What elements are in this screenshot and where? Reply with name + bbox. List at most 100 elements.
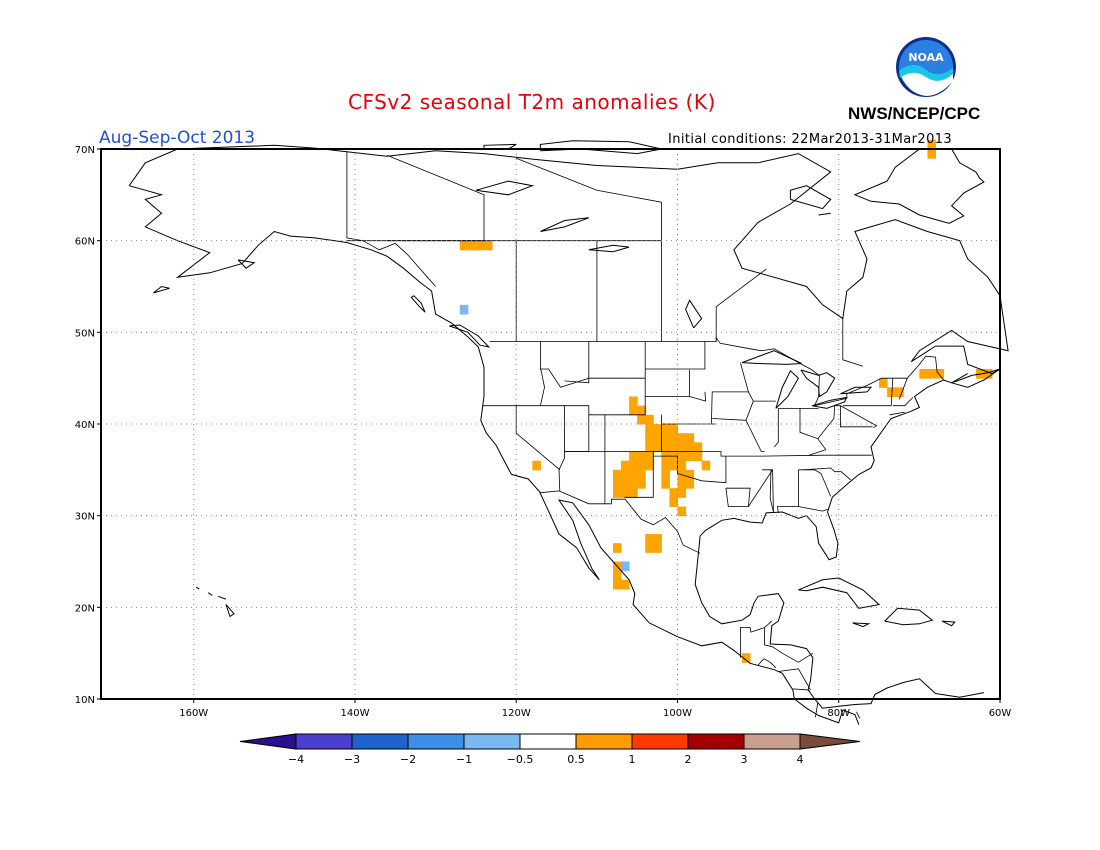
warm-anomaly-cell xyxy=(645,460,654,471)
warm-anomaly-cell xyxy=(645,451,654,462)
border-segment xyxy=(798,469,832,497)
border-segment xyxy=(777,469,799,513)
border-segment xyxy=(564,378,590,384)
longitude-label: 160W xyxy=(179,708,208,719)
warm-anomaly-cell xyxy=(677,460,687,471)
latitude-label: 30N xyxy=(75,512,95,523)
border-segment xyxy=(740,620,773,658)
warm-anomaly-cell xyxy=(645,442,654,452)
warm-anomaly-cell xyxy=(612,579,622,590)
warm-anomaly-cell xyxy=(645,424,654,434)
warm-anomaly-cell xyxy=(645,433,654,443)
coastline-segment xyxy=(588,244,630,253)
colorbar-label: −0.5 xyxy=(507,753,534,766)
colorbar-right-arrow xyxy=(799,733,861,750)
coastline-segment xyxy=(475,180,535,196)
warm-anomaly-cell xyxy=(879,378,888,388)
border-segment xyxy=(808,438,827,456)
warm-anomaly-cell xyxy=(669,433,678,443)
coastline-segment xyxy=(811,396,848,409)
coastline-segment xyxy=(540,217,589,232)
coastline-segment xyxy=(207,592,213,596)
border-segment xyxy=(540,341,590,388)
border-segment xyxy=(840,405,873,428)
warm-anomaly-cell xyxy=(895,387,904,397)
longitude-label: 120W xyxy=(502,708,531,719)
noaa-logo-text: NOAA xyxy=(908,51,944,64)
border-segment xyxy=(778,668,811,690)
noaa-logo: NOAA xyxy=(896,37,956,97)
border-segment xyxy=(792,688,810,692)
border-segment xyxy=(745,420,765,452)
colorbar-swatch xyxy=(743,733,801,750)
border-segment xyxy=(762,454,872,457)
coastline-segment xyxy=(789,185,832,210)
coastline-segment xyxy=(941,620,956,627)
border-segment xyxy=(645,391,707,402)
border-segment xyxy=(804,467,852,481)
warm-anomaly-cell xyxy=(637,405,646,416)
warm-anomaly-cell xyxy=(983,369,993,379)
warm-anomaly-cell xyxy=(629,451,638,462)
season-label: Aug-Sep-Oct 2013 xyxy=(99,128,256,148)
colorbar-swatch xyxy=(351,733,409,750)
colorbar-label: −3 xyxy=(344,753,360,766)
border-segment xyxy=(516,157,662,241)
warm-anomaly-cell xyxy=(621,488,630,498)
coastline-segment xyxy=(153,285,170,294)
warm-anomaly-cell xyxy=(637,469,646,480)
warm-anomaly-cell xyxy=(637,451,646,462)
longitude-label: 80W xyxy=(827,708,850,719)
warm-anomaly-cell xyxy=(637,414,646,425)
warm-anomaly-cell xyxy=(677,451,687,462)
warm-anomaly-cell xyxy=(677,433,687,443)
warm-anomaly-cell xyxy=(629,469,638,480)
colorbar-swatch xyxy=(407,733,465,750)
coastline-segment xyxy=(685,299,703,329)
warm-anomaly-cell xyxy=(621,579,630,590)
warm-anomaly-cell xyxy=(677,488,687,498)
warm-anomaly-cell xyxy=(693,451,703,462)
border-segment xyxy=(842,318,864,367)
colorbar-swatch xyxy=(575,733,633,750)
warm-anomaly-cell xyxy=(661,433,670,443)
latitude-label: 10N xyxy=(75,695,95,706)
colorbar-swatch xyxy=(295,733,353,750)
warm-anomaly-cell xyxy=(621,469,630,480)
warm-anomaly-cell xyxy=(661,460,670,471)
border-segment xyxy=(757,658,777,669)
latitude-label: 50N xyxy=(75,328,95,339)
warm-anomaly-cell xyxy=(927,149,936,159)
colorbar-label: 0.5 xyxy=(567,753,585,766)
warm-anomaly-cell xyxy=(629,396,638,407)
latitude-label: 40N xyxy=(75,420,95,431)
coastline-segment xyxy=(884,607,934,626)
coastline-segment xyxy=(699,373,968,561)
colorbar-label: −4 xyxy=(288,753,304,766)
warm-anomaly-cell xyxy=(661,442,670,452)
colorbar-swatches xyxy=(239,733,861,750)
colorbar-label: 4 xyxy=(797,753,804,766)
latitude-label: 70N xyxy=(75,145,95,156)
border-segment xyxy=(892,397,914,407)
cool-anomaly-cell xyxy=(621,561,630,572)
coastlines xyxy=(128,140,1009,725)
warm-anomaly-cell xyxy=(653,534,662,544)
warm-anomaly-cell xyxy=(645,414,654,425)
warm-anomaly-cell xyxy=(612,570,622,581)
warm-anomaly-cell xyxy=(653,543,662,553)
longitude-label: 60W xyxy=(989,708,1012,719)
warm-anomaly-cell xyxy=(685,442,695,452)
border-segment xyxy=(842,378,894,407)
warm-anomaly-cell xyxy=(621,460,630,471)
warm-anomaly-cell xyxy=(685,451,695,462)
warm-anomaly-cell xyxy=(693,442,703,452)
warm-anomaly-cell xyxy=(637,479,646,489)
longitude-label: 140W xyxy=(340,708,369,719)
warm-anomaly-cell xyxy=(653,433,662,443)
warm-anomaly-cell xyxy=(887,387,896,397)
warm-anomaly-cell xyxy=(677,442,687,452)
border-segment xyxy=(489,336,944,407)
